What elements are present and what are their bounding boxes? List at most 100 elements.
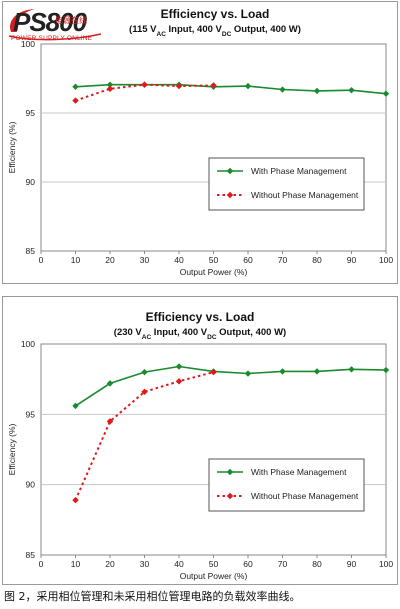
x-tick-label: 60	[243, 255, 253, 265]
data-point	[72, 402, 79, 410]
plot-area	[40, 43, 387, 252]
figure-caption: 图 2，采用相位管理和未采用相位管理电路的负载效率曲线。	[4, 590, 301, 603]
x-tick-label: 80	[312, 255, 322, 265]
x-tick-label: 40	[174, 255, 184, 265]
data-point	[72, 97, 79, 104]
data-point	[175, 363, 183, 370]
chart-svg-top: Efficiency vs. Load (115 VAC Input, 400 V…	[7, 7, 393, 277]
subtitle-subscript: AC	[157, 31, 167, 38]
data-point	[106, 418, 114, 425]
data-point	[244, 370, 252, 377]
chart-title: Efficiency vs. Load	[161, 7, 270, 21]
data-point	[348, 366, 355, 373]
x-tick-label: 50	[209, 559, 219, 569]
chart-panel-bottom: Efficiency vs. Load (230 VAC Input, 400 V…	[2, 296, 398, 585]
ps800-logo: PS800 电源在线 POWER SUPPLY ONLINE	[5, 6, 105, 46]
y-tick-label: 90	[26, 177, 36, 187]
y-axis-label: Efficiency (%)	[7, 121, 17, 173]
data-point	[279, 86, 286, 93]
logo-swoosh-icon	[8, 9, 102, 41]
data-point	[279, 368, 286, 375]
series-line-without-phase-mgmt	[74, 371, 214, 501]
chart-svg-bottom: Efficiency vs. Load(230 VAC Input, 400 V…	[7, 310, 393, 581]
data-point	[382, 90, 390, 97]
y-tick-label: 100	[21, 339, 35, 349]
series-line-with-phase-mgmt	[75, 365, 387, 407]
subtitle-text: (230 V	[114, 327, 143, 338]
legend-swatch-marker	[226, 167, 234, 175]
x-tick-label: 10	[71, 255, 81, 265]
y-tick-label: 90	[26, 480, 36, 490]
logo-subtext: 电源在线	[55, 16, 87, 25]
x-tick-label: 10	[71, 559, 81, 569]
series-line-with-phase-mgmt	[75, 83, 387, 95]
subtitle-subscript: AC	[142, 334, 152, 341]
data-point	[72, 496, 79, 504]
data-point	[313, 87, 321, 95]
plot-area	[40, 343, 387, 556]
data-point	[141, 388, 148, 396]
x-tick-label: 70	[278, 559, 288, 569]
data-point	[141, 368, 148, 376]
chart-subtitle: (115 VAC Input, 400 VDC Output, 400 W)	[129, 24, 301, 38]
legend-box	[208, 458, 365, 512]
data-point	[313, 368, 321, 375]
chart-panel-top: Efficiency vs. Load (115 VAC Input, 400 V…	[2, 1, 398, 284]
chart-subtitle: (230 VAC Input, 400 VDC Output, 400 W)	[114, 327, 286, 341]
y-axis-label: Efficiency (%)	[7, 423, 17, 475]
data-point	[106, 380, 114, 387]
y-tick-label: 100	[21, 39, 35, 49]
data-point	[210, 82, 217, 89]
data-point	[106, 85, 114, 93]
series-line-without-phase-mgmt	[75, 83, 214, 102]
y-tick-label: 95	[26, 108, 36, 118]
x-tick-label: 0	[39, 255, 44, 265]
legend-label: Without Phase Management	[251, 491, 359, 501]
data-point	[175, 82, 183, 90]
data-point	[175, 378, 183, 385]
legend-swatch-marker	[226, 492, 234, 500]
y-tick-label: 85	[26, 246, 36, 256]
subtitle-subscript: DC	[222, 31, 232, 38]
legend-swatch-marker	[226, 468, 234, 476]
x-tick-label: 60	[243, 559, 253, 569]
logo-tagline: POWER SUPPLY ONLINE	[11, 35, 93, 42]
legend-label: With Phase Management	[251, 166, 347, 176]
x-axis-label: Output Power (%)	[180, 267, 248, 277]
data-point	[210, 368, 217, 376]
data-point	[106, 81, 114, 88]
x-tick-label: 90	[347, 255, 357, 265]
data-point	[244, 82, 252, 90]
x-axis-label: Output Power (%)	[180, 571, 248, 581]
data-point	[141, 81, 148, 88]
x-tick-label: 90	[347, 559, 357, 569]
legend-swatch-marker	[226, 191, 234, 199]
chart-title: Efficiency vs. Load	[146, 310, 255, 324]
x-tick-label: 20	[105, 255, 115, 265]
x-tick-label: 30	[140, 559, 150, 569]
data-point	[72, 83, 79, 90]
data-point	[348, 87, 355, 94]
subtitle-subscript: DC	[207, 334, 217, 341]
subtitle-text: Output, 400 W)	[231, 24, 301, 35]
x-tick-label: 30	[140, 255, 150, 265]
subtitle-text: Output, 400 W)	[217, 327, 287, 338]
legend-label: With Phase Management	[251, 467, 347, 477]
x-tick-label: 0	[39, 559, 44, 569]
x-tick-label: 50	[209, 255, 219, 265]
subtitle-text: Input, 400 V	[166, 24, 223, 35]
x-tick-label: 70	[278, 255, 288, 265]
x-tick-label: 80	[312, 559, 322, 569]
logo-text: PS800	[13, 7, 87, 37]
x-tick-label: 100	[379, 559, 393, 569]
legend-box	[208, 157, 365, 211]
data-point	[382, 366, 390, 374]
x-tick-label: 100	[379, 255, 393, 265]
x-tick-label: 20	[105, 559, 115, 569]
x-tick-label: 40	[174, 559, 184, 569]
subtitle-text: (115 V	[129, 24, 157, 35]
legend-label: Without Phase Management	[251, 190, 359, 200]
subtitle-text: Input, 400 V	[151, 327, 208, 338]
y-tick-label: 85	[26, 550, 36, 560]
y-tick-label: 95	[26, 409, 36, 419]
